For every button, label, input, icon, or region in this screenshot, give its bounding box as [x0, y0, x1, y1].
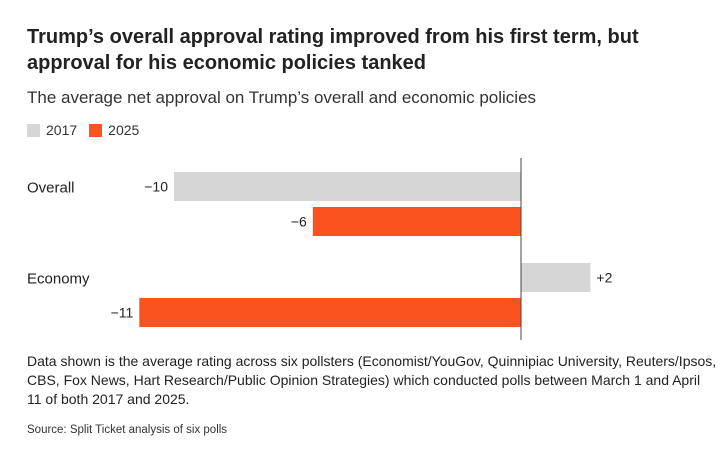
- source-text: Source: Split Ticket analysis of six pol…: [27, 424, 228, 436]
- legend-item-2017: 2017: [27, 122, 77, 138]
- data-label-overall-2017: −10: [144, 179, 168, 195]
- bar-overall-2025: [312, 207, 521, 236]
- category-label-overall: Overall: [27, 180, 75, 197]
- bar-economy-2017: [521, 263, 591, 292]
- bar-overall-2017: [174, 172, 521, 201]
- category-label-economy: Economy: [27, 271, 90, 288]
- bar-chart: Overall −10 −6 Economy +2 −11: [27, 158, 613, 340]
- chart-subtitle: The average net approval on Trump’s over…: [27, 88, 537, 107]
- legend-swatch-2017: [27, 123, 40, 137]
- bar-economy-2025: [139, 298, 522, 327]
- legend-swatch-2025: [89, 123, 103, 137]
- legend-label-2017: 2017: [46, 122, 78, 138]
- footnote: Data shown is the average rating across …: [27, 353, 717, 407]
- chart-title: Trump’s overall approval rating improved…: [27, 26, 639, 74]
- data-label-economy-2017: +2: [596, 270, 612, 286]
- legend: 2017 2025: [27, 122, 151, 138]
- legend-label-2025: 2025: [108, 122, 140, 138]
- data-label-overall-2025: −6: [291, 214, 307, 230]
- legend-item-2025: 2025: [89, 122, 139, 138]
- data-label-economy-2025: −11: [111, 305, 134, 321]
